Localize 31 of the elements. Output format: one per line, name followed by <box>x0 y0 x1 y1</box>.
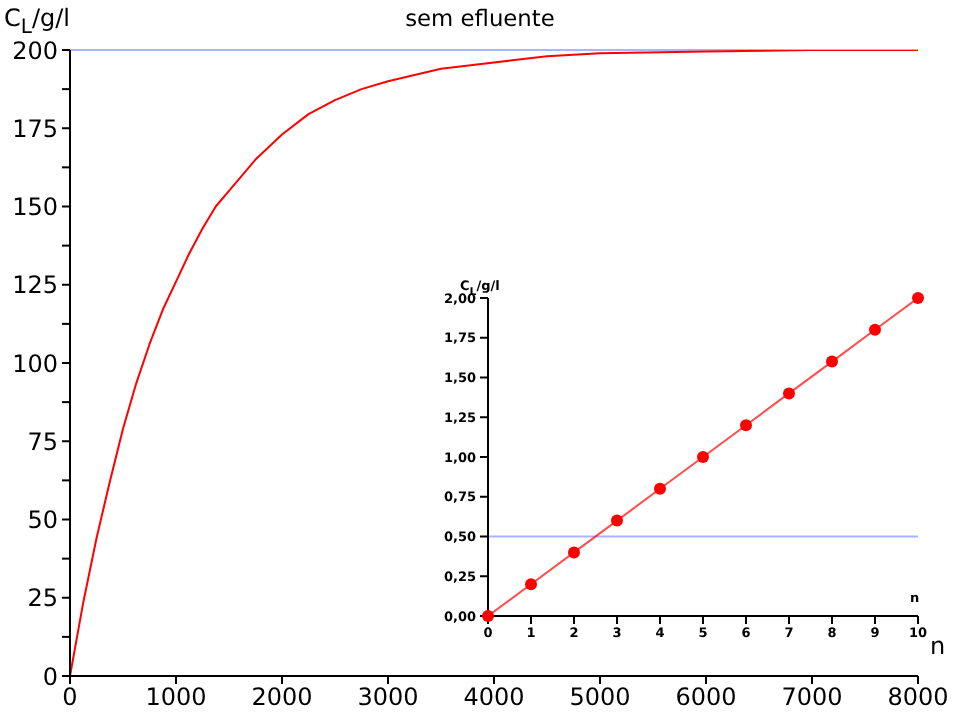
point <box>611 514 623 527</box>
y-tick-label: 50 <box>27 506 58 535</box>
y-tick-label: 150 <box>12 193 58 222</box>
x-tick-label: 6000 <box>675 683 737 712</box>
x-tick-label: 8000 <box>887 683 949 712</box>
point <box>740 419 752 432</box>
y-tick-label: 25 <box>27 584 58 613</box>
x-tick-label: 7000 <box>781 683 843 712</box>
y-tick-label: 125 <box>12 271 58 300</box>
x-tick-label: 4000 <box>463 683 525 712</box>
point <box>525 578 537 591</box>
y-tick-label: 175 <box>12 114 58 143</box>
y-tick-label: 75 <box>27 427 58 456</box>
y-axis-title: C$_{L}$/g/l <box>4 4 71 39</box>
y-tick-label: 100 <box>12 349 58 378</box>
x-axis-title: n <box>930 632 946 660</box>
x-tick-label: 0 <box>62 683 78 712</box>
point <box>654 482 666 495</box>
point <box>912 292 924 304</box>
chart-title: sem efluente <box>405 4 555 32</box>
x-tick-label: 3000 <box>357 683 419 712</box>
point <box>826 355 838 368</box>
y-tick-label: 200 <box>12 36 58 65</box>
point <box>697 451 709 463</box>
point <box>568 546 580 559</box>
point <box>783 387 795 400</box>
y-tick-label: 0 <box>42 662 58 691</box>
x-tick-label: 2000 <box>251 683 313 712</box>
x-tick-label: 5000 <box>569 683 631 712</box>
point <box>869 323 881 336</box>
x-tick-label: 1000 <box>145 683 207 712</box>
